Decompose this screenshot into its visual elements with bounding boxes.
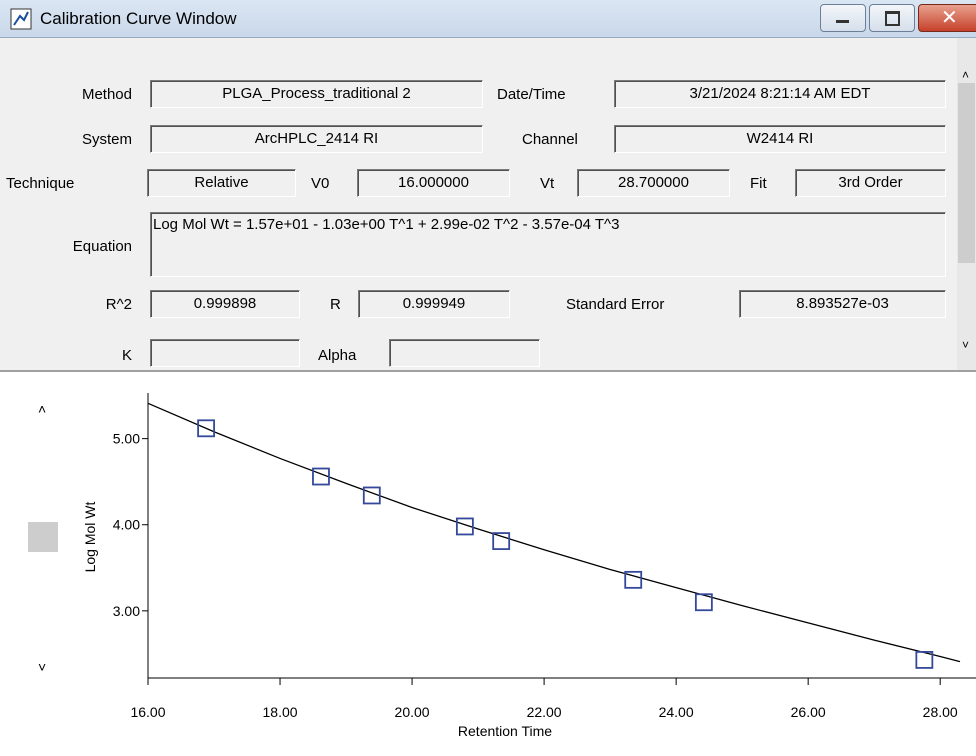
maximize-button[interactable] (869, 4, 915, 32)
chart-scroll-down[interactable]: ˅ (38, 659, 46, 675)
v0-label: V0 (311, 175, 330, 192)
equation-field: Log Mol Wt = 1.57e+01 - 1.03e+00 T^1 + 2… (150, 212, 946, 277)
r2-field: 0.999898 (150, 290, 300, 318)
system-label: System (81, 131, 132, 148)
y-tick-label: 5.00 (113, 431, 140, 447)
x-tick-label: 28.00 (923, 704, 958, 720)
x-axis-label: Retention Time (458, 723, 552, 739)
title-bar: Calibration Curve Window ✕ (0, 0, 976, 38)
alpha-label: Alpha (318, 347, 357, 364)
scroll-thumb[interactable] (958, 83, 975, 263)
app-icon (10, 8, 32, 30)
k-field (150, 339, 300, 367)
fit-curve (147, 402, 961, 663)
x-tick-label: 18.00 (263, 704, 298, 720)
k-label: K (121, 347, 132, 364)
datetime-label: Date/Time (497, 86, 566, 103)
y-axis-label: Log Mol Wt (82, 501, 98, 572)
data-point (455, 517, 474, 536)
x-tick-label: 24.00 (659, 704, 694, 720)
chart-scroll-thumb[interactable] (28, 522, 58, 552)
window-title: Calibration Curve Window (40, 9, 237, 28)
data-point (915, 651, 934, 669)
r-label: R (330, 296, 341, 313)
method-field: PLGA_Process_traditional 2 (150, 80, 483, 108)
y-tick-label: 4.00 (113, 517, 140, 533)
chart-scroll-up[interactable]: ˄ (38, 401, 46, 417)
data-point (694, 593, 713, 612)
minimize-button[interactable] (820, 4, 866, 32)
y-tick-label: 3.00 (113, 603, 140, 619)
std-error-field: 8.893527e-03 (739, 290, 946, 318)
r-field: 0.999949 (358, 290, 510, 318)
v0-field: 16.000000 (357, 169, 510, 197)
form-scrollbar[interactable]: ˄ ˅ (957, 38, 976, 370)
data-point (197, 419, 215, 438)
form-panel: Method PLGA_Process_traditional 2 Date/T… (0, 38, 976, 372)
data-point (362, 486, 381, 505)
equation-label: Equation (72, 238, 132, 255)
method-label: Method (81, 86, 132, 103)
x-tick-label: 16.00 (130, 704, 165, 720)
chart-panel: ˄ ˅ Log Mol Wt Retention Time 3.00 4.00 5.… (0, 372, 976, 756)
std-error-label: Standard Error (566, 296, 665, 313)
scroll-down[interactable]: ˅ (962, 338, 970, 352)
scroll-up[interactable]: ˄ (962, 68, 970, 82)
fit-field: 3rd Order (795, 169, 946, 197)
technique-field: Relative (147, 169, 296, 197)
channel-field: W2414 RI (614, 125, 946, 153)
fit-label: Fit (750, 175, 767, 192)
system-field: ArcHPLC_2414 RI (150, 125, 483, 153)
x-tick-label: 22.00 (527, 704, 562, 720)
vt-field: 28.700000 (577, 169, 730, 197)
data-point (312, 467, 330, 486)
x-tick-label: 26.00 (791, 704, 826, 720)
x-tick-label: 20.00 (395, 704, 430, 720)
technique-label: Technique (6, 175, 75, 192)
alpha-field (389, 339, 540, 367)
close-button[interactable]: ✕ (918, 4, 976, 32)
channel-label: Channel (522, 131, 578, 148)
data-point (492, 532, 511, 550)
data-point (624, 570, 643, 589)
datetime-field: 3/21/2024 8:21:14 AM EDT (614, 80, 946, 108)
chart: ˄ ˅ Log Mol Wt Retention Time 3.00 4.00 5.… (28, 393, 976, 739)
vt-label: Vt (540, 175, 555, 192)
r2-label: R^2 (105, 296, 132, 313)
